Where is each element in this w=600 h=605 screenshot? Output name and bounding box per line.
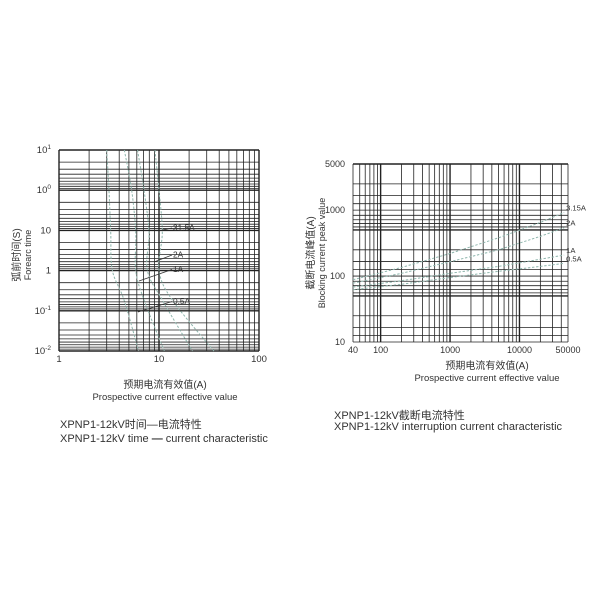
svg-text:1A: 1A [173, 264, 184, 274]
svg-text:预期电流有效值(A): 预期电流有效值(A) [445, 359, 528, 372]
svg-text:100: 100 [373, 345, 388, 355]
svg-text:100: 100 [330, 271, 345, 281]
svg-text:1000: 1000 [440, 345, 460, 355]
svg-text:3.15A: 3.15A [566, 204, 587, 213]
svg-text:10: 10 [40, 225, 51, 236]
svg-text:Blocking current peak value: Blocking current peak value [317, 198, 327, 309]
svg-text:XPNP1-12kV time — current char: XPNP1-12kV time — current characteristic [60, 433, 268, 445]
svg-text:Forearc time: Forearc time [23, 230, 33, 281]
svg-text:40: 40 [348, 345, 358, 355]
svg-text:31.5A: 31.5A [173, 223, 195, 233]
svg-text:0.5A: 0.5A [173, 296, 191, 306]
svg-text:截断电流峰值(A): 截断电流峰值(A) [304, 216, 317, 289]
svg-text:Prospective current effective: Prospective current effective value [414, 373, 559, 384]
svg-text:XPNP1-12kV interruption curren: XPNP1-12kV interruption current characte… [334, 421, 563, 433]
svg-text:100: 100 [251, 354, 267, 365]
svg-text:预期电流有效值(A): 预期电流有效值(A) [123, 378, 206, 391]
svg-text:1: 1 [56, 354, 61, 365]
svg-text:10: 10 [154, 354, 165, 365]
svg-text:Prospective current effective: Prospective current effective value [92, 392, 237, 403]
svg-text:10000: 10000 [507, 345, 532, 355]
svg-text:XPNP1-12kV截断电流特性: XPNP1-12kV截断电流特性 [334, 408, 465, 422]
svg-text:2A: 2A [566, 219, 576, 228]
svg-text:XPNP1-12kV时间—电流特性: XPNP1-12kV时间—电流特性 [60, 417, 202, 431]
svg-text:50000: 50000 [555, 345, 580, 355]
svg-text:5000: 5000 [325, 159, 345, 169]
svg-text:10: 10 [335, 337, 345, 347]
svg-text:1: 1 [46, 266, 51, 277]
svg-text:0.5A: 0.5A [566, 254, 583, 263]
svg-text:1000: 1000 [325, 205, 345, 215]
svg-text:弧前时间(S): 弧前时间(S) [10, 228, 23, 281]
svg-text:2A: 2A [173, 250, 184, 260]
